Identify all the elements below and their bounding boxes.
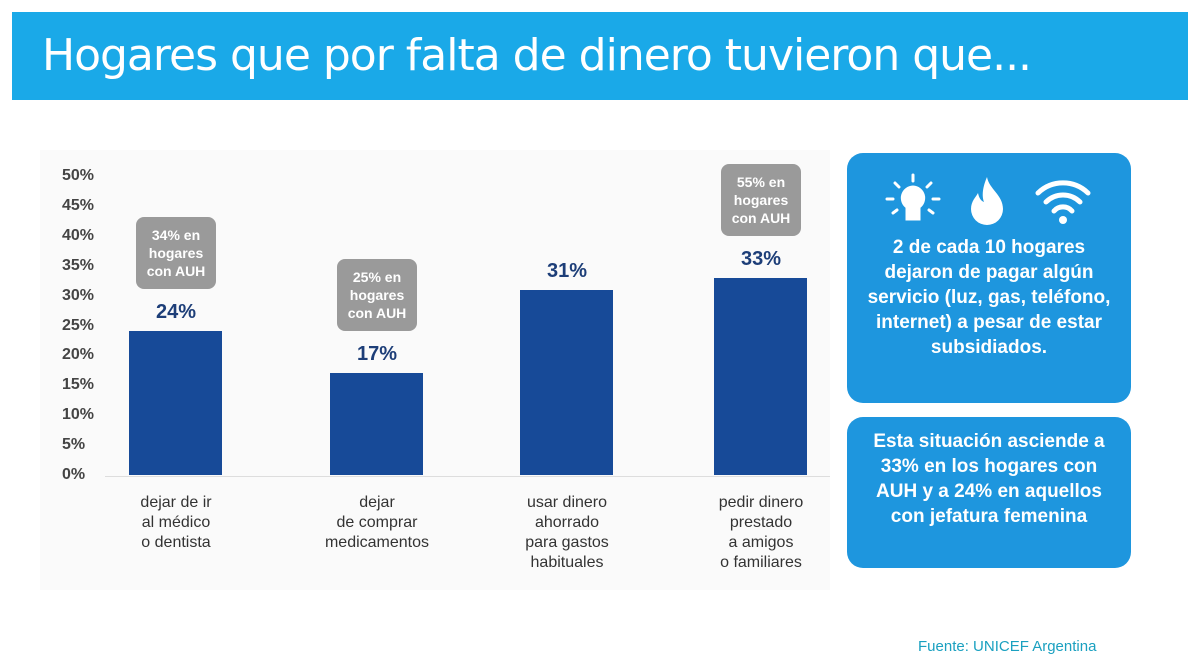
service-icons <box>847 173 1131 229</box>
auh-callout: 25% en hogares con AUH <box>337 259 417 332</box>
category-label: pedir dinero prestado a amigos o familiares <box>681 493 841 573</box>
y-tick-label: 5% <box>62 436 86 454</box>
source-note: Fuente: UNICEF Argentina <box>918 638 1097 655</box>
auh-text: Esta situación asciende a 33% en los hog… <box>873 431 1105 527</box>
category-line: usar dinero <box>526 494 608 511</box>
bar <box>520 289 613 475</box>
y-tick-label: 0% <box>62 466 86 483</box>
y-tick-label: 50% <box>62 167 95 184</box>
services-info-box: 2 de cada 10 hogares dejaron de pagar al… <box>847 153 1131 403</box>
bar-chart: 0% 5% 10% 15% 20% 25% 30% 35% 40% 45% 50% 24% 34% en… <box>40 150 830 590</box>
title-bar: Hogares que por falta de dinero tuvieron… <box>12 12 1188 100</box>
y-tick-label: 25% <box>62 316 95 334</box>
flame-icon <box>971 177 1003 225</box>
category-line: o familiares <box>720 554 802 571</box>
value-label: 33% <box>740 247 782 270</box>
callout-line: hogares <box>733 191 789 208</box>
callout-line: con AUH <box>347 305 407 322</box>
value-label: 17% <box>356 343 398 366</box>
wifi-icon <box>1035 180 1091 224</box>
callout-line: 55% en <box>736 173 786 190</box>
callout-line: 34% en <box>151 227 201 244</box>
category-line: de comprar <box>336 514 418 531</box>
auh-callout: 34% en hogares con AUH <box>136 217 216 290</box>
auh-callout: 55% en hogares con AUH <box>721 163 801 236</box>
y-tick-label: 40% <box>62 226 95 244</box>
callout-line: 25% en <box>352 269 402 286</box>
category-line: a amigos <box>728 534 794 551</box>
callout-line: hogares <box>148 245 204 262</box>
callout-line: con AUH <box>731 209 791 226</box>
callout-line: hogares <box>349 287 405 304</box>
bar <box>330 373 423 475</box>
y-tick-label: 45% <box>62 196 95 214</box>
page-title: Hogares que por falta de dinero tuvieron… <box>42 30 1032 81</box>
auh-info-box: Esta situación asciende a 33% en los hog… <box>847 417 1131 568</box>
services-text: 2 de cada 10 hogares dejaron de pagar al… <box>867 237 1111 358</box>
y-tick-label: 35% <box>62 256 95 274</box>
category-line: al médico <box>141 514 211 531</box>
bar <box>714 277 807 475</box>
y-tick-label: 15% <box>62 376 95 394</box>
y-tick-label: 30% <box>62 286 95 304</box>
category-label: usar dinero ahorrado para gastos habituales <box>487 493 647 573</box>
category-line: medicamentos <box>324 534 430 551</box>
value-label: 31% <box>546 259 588 282</box>
y-tick-label: 10% <box>62 406 95 424</box>
lightbulb-icon <box>885 173 941 221</box>
category-line: prestado <box>729 514 793 531</box>
callout-line: con AUH <box>146 263 206 280</box>
value-label: 24% <box>155 301 197 324</box>
category-line: dejar de ir <box>140 494 212 511</box>
category-line: ahorrado <box>534 514 600 531</box>
category-label: dejar de ir al médico o dentista <box>96 493 256 553</box>
baseline <box>105 476 830 477</box>
category-line: para gastos <box>525 534 609 551</box>
bar <box>129 331 222 475</box>
category-label: dejar de comprar medicamentos <box>297 493 457 553</box>
category-line: habituales <box>530 554 604 571</box>
category-line: o dentista <box>141 534 211 551</box>
category-line: pedir dinero <box>718 494 804 511</box>
category-line: dejar <box>359 494 395 511</box>
y-tick-label: 20% <box>62 346 95 364</box>
